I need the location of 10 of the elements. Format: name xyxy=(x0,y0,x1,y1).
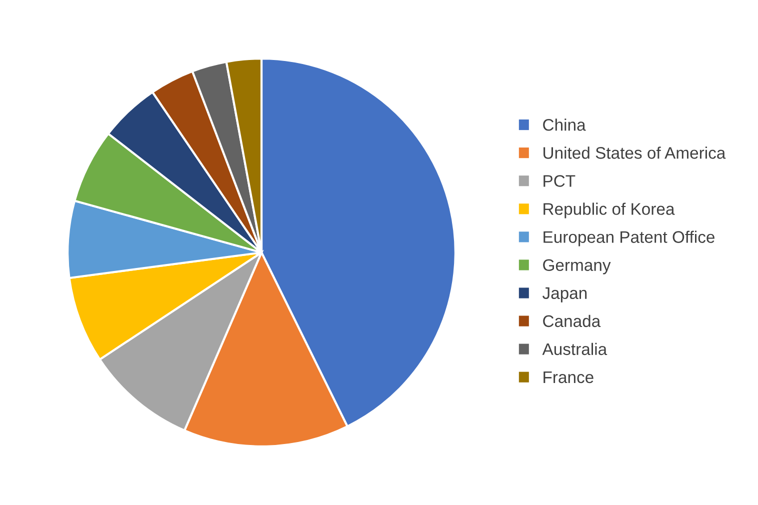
legend-label: France xyxy=(544,372,594,384)
legend-label: Japan xyxy=(542,287,587,302)
legend-label: Australia xyxy=(542,342,608,356)
legend-label: Canada xyxy=(543,314,601,328)
legend-label: European Patent Office xyxy=(544,230,714,246)
legend-label: United States of America xyxy=(544,146,726,159)
legend-label: Germany xyxy=(543,259,611,274)
legend-label: China xyxy=(543,118,586,131)
legend-label: Republic of Korea xyxy=(544,202,675,218)
legend-label: PCT xyxy=(544,175,576,187)
